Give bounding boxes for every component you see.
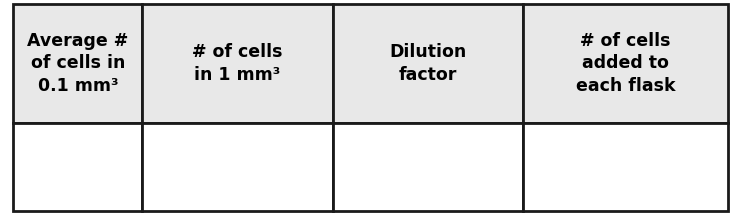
Bar <box>13 123 142 211</box>
Bar <box>13 4 142 123</box>
Text: # of cells
added to
each flask: # of cells added to each flask <box>576 32 675 95</box>
Bar <box>333 123 523 211</box>
Bar <box>523 4 728 123</box>
Bar <box>142 123 333 211</box>
Text: Average #
of cells in
0.1 mm³: Average # of cells in 0.1 mm³ <box>27 32 128 95</box>
Text: Dilution
factor: Dilution factor <box>389 43 466 84</box>
Bar <box>523 123 728 211</box>
Bar <box>333 4 523 123</box>
Bar <box>142 4 333 123</box>
Text: # of cells
in 1 mm³: # of cells in 1 mm³ <box>192 43 283 84</box>
